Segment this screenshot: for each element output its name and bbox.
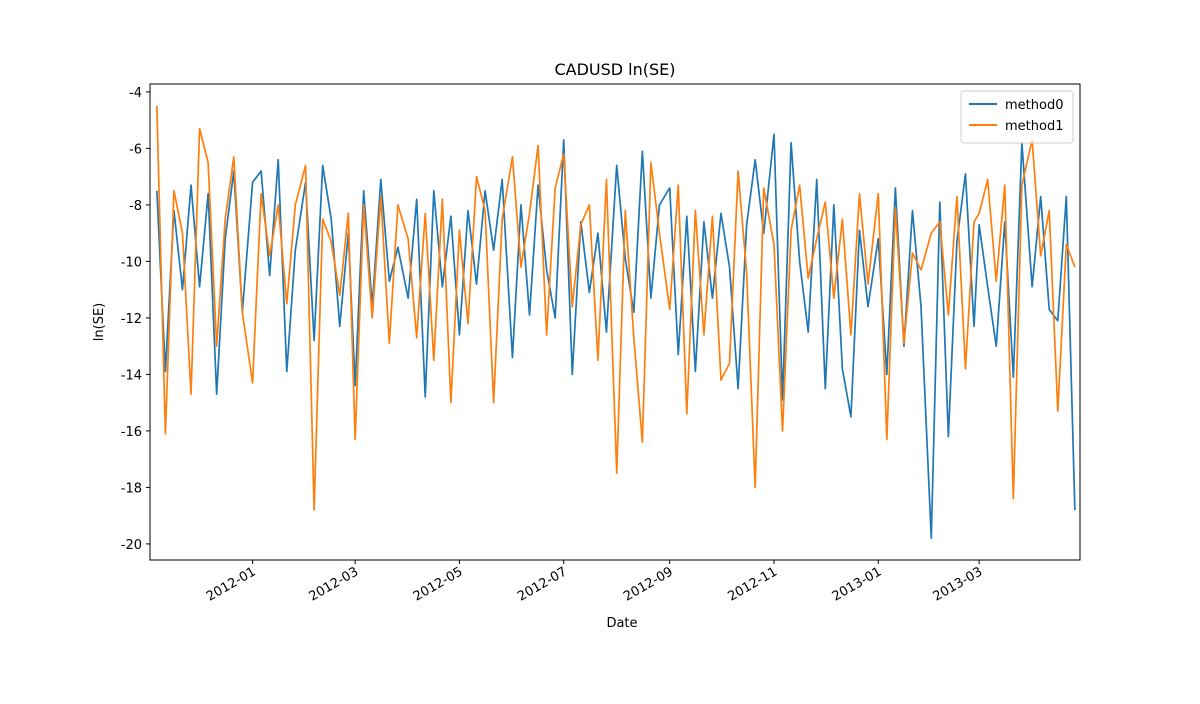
y-tick-label: -18 — [121, 481, 142, 496]
y-tick-label: -14 — [121, 368, 142, 383]
series-line — [155, 106, 1076, 511]
legend-label: method1 — [1005, 119, 1063, 134]
plot-area — [155, 106, 1076, 540]
y-tick-label: -8 — [129, 199, 142, 214]
y-tick-label: -10 — [121, 255, 142, 270]
legend: method0 method1 — [960, 90, 1074, 144]
y-tick-label: -16 — [121, 425, 142, 440]
y-tick-label: -12 — [121, 312, 142, 327]
axes-frame — [149, 83, 1081, 561]
y-tick-label: -6 — [129, 142, 142, 157]
x-axis-label: Date — [606, 616, 637, 631]
y-tick-label: -4 — [129, 86, 142, 101]
chart-title: CADUSD ln(SE) — [554, 60, 675, 79]
y-tick-label: -20 — [121, 538, 142, 553]
legend-label: method0 — [1005, 98, 1063, 113]
series-line — [155, 133, 1076, 540]
y-axis-label: ln(SE) — [92, 303, 107, 341]
